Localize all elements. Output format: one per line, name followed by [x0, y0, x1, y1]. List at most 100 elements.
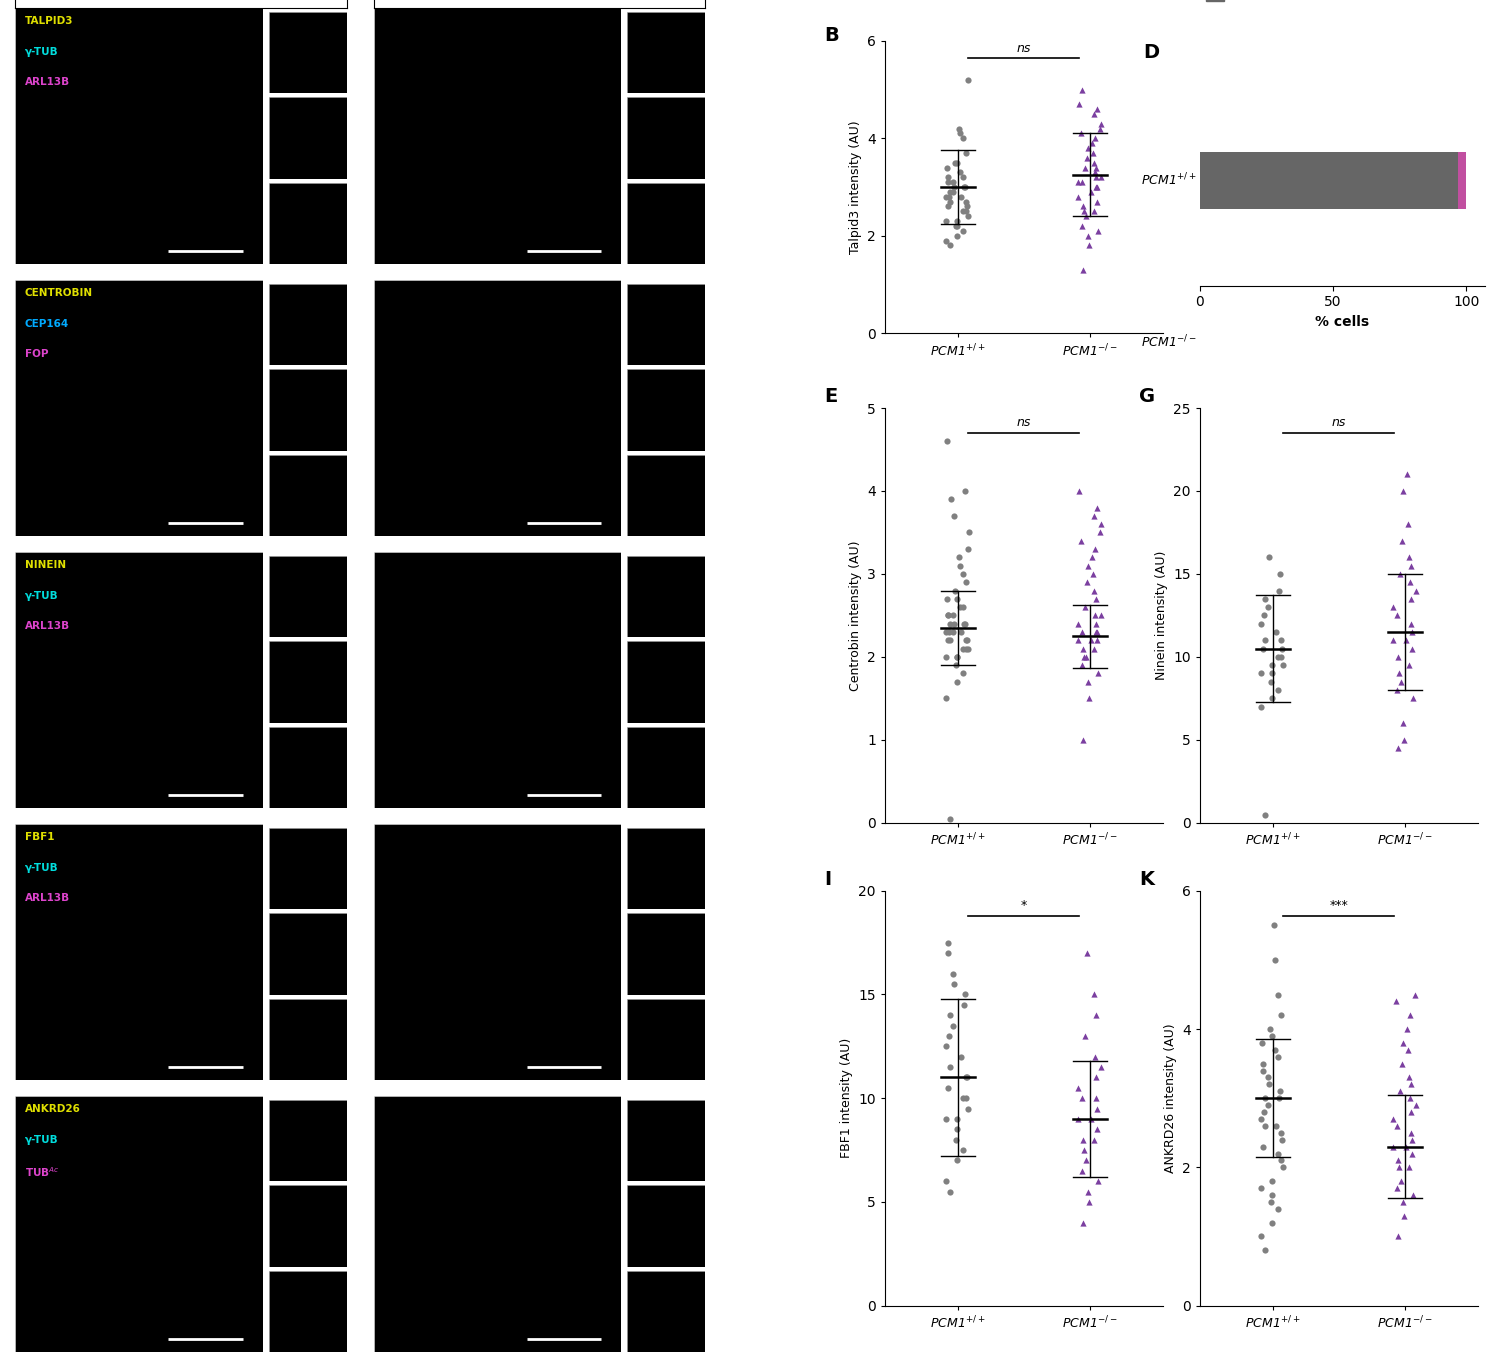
Point: [1384, 1178, 1408, 1200]
Point: [936, 171, 960, 193]
Point: [1066, 171, 1090, 193]
Point: [936, 430, 960, 452]
Point: [936, 932, 960, 953]
Point: [1389, 670, 1413, 692]
Point: [1268, 1080, 1292, 1102]
Point: [1266, 646, 1290, 668]
Point: [946, 547, 970, 568]
Point: [948, 162, 972, 184]
Point: [944, 152, 968, 174]
Point: [1390, 713, 1414, 734]
Point: [1072, 200, 1096, 222]
Point: [951, 220, 975, 242]
Point: [956, 630, 980, 651]
Point: [945, 646, 969, 668]
Text: ns: ns: [1017, 416, 1031, 428]
Point: [1084, 630, 1108, 651]
Point: [1086, 1098, 1110, 1119]
Point: [1268, 1088, 1292, 1110]
Point: [1080, 132, 1104, 154]
Point: [1390, 1191, 1414, 1213]
Point: [934, 186, 958, 208]
Point: [1070, 654, 1094, 676]
Point: [1077, 1191, 1101, 1213]
Point: [1251, 638, 1275, 660]
Point: [1083, 622, 1107, 643]
Point: [1252, 1115, 1276, 1137]
Point: [1080, 1108, 1104, 1130]
Point: [936, 604, 960, 626]
Point: [1398, 1088, 1422, 1110]
Point: [1270, 1129, 1294, 1151]
Point: [934, 688, 958, 710]
Point: [1074, 205, 1098, 227]
Point: [951, 166, 975, 188]
Point: [1398, 1156, 1422, 1178]
Text: D: D: [1143, 44, 1160, 63]
Point: [1080, 547, 1104, 568]
Point: [1072, 646, 1096, 668]
Point: [945, 670, 969, 692]
Text: ***: ***: [1329, 899, 1348, 911]
Point: [934, 1035, 958, 1057]
Text: NINEIN: NINEIN: [26, 560, 66, 570]
Point: [936, 166, 960, 188]
Point: [945, 215, 969, 237]
Point: [934, 230, 958, 252]
Point: [1250, 613, 1274, 635]
Point: [1071, 1129, 1095, 1151]
Point: [1086, 622, 1110, 643]
Point: [1252, 804, 1276, 826]
Point: [1089, 1057, 1113, 1078]
Point: [1383, 990, 1407, 1012]
Point: [1260, 1170, 1284, 1191]
Bar: [1200, 314, 1454, 371]
Point: [945, 1118, 969, 1140]
Point: [1251, 604, 1275, 626]
Point: [1250, 1225, 1274, 1247]
Point: [1395, 1019, 1419, 1040]
Point: [954, 190, 978, 212]
Point: [1386, 1115, 1410, 1137]
Point: [1257, 596, 1281, 617]
Point: [1260, 1212, 1284, 1234]
Point: [950, 1046, 974, 1068]
Point: [954, 571, 978, 593]
Text: ns: ns: [1017, 42, 1031, 56]
Point: [954, 200, 978, 222]
Point: [1083, 128, 1107, 150]
Point: [945, 211, 969, 233]
Point: [1268, 579, 1292, 601]
Point: [1074, 646, 1098, 668]
Point: [1386, 604, 1410, 626]
Point: [1088, 118, 1112, 140]
Point: [1250, 696, 1274, 718]
Point: [1264, 1115, 1288, 1137]
Text: FBF1: FBF1: [26, 832, 54, 842]
Point: [945, 1149, 969, 1171]
Point: [1250, 1108, 1274, 1130]
Point: [954, 1066, 978, 1088]
Point: [934, 622, 958, 643]
Point: [952, 480, 976, 502]
Point: [956, 196, 980, 218]
Point: [1263, 1039, 1287, 1061]
Point: [1386, 737, 1410, 759]
Point: [1252, 630, 1276, 651]
Point: [934, 211, 958, 233]
Point: [1251, 1136, 1275, 1157]
Point: [1066, 480, 1090, 502]
Point: [1072, 156, 1096, 178]
Point: [951, 638, 975, 660]
Point: [1386, 646, 1410, 668]
Y-axis label: Centrobin intensity (AU): Centrobin intensity (AU): [849, 540, 861, 691]
Point: [1080, 141, 1104, 163]
Point: [936, 186, 960, 208]
Point: [942, 505, 966, 526]
Point: [1398, 1066, 1422, 1088]
Point: [1080, 630, 1104, 651]
Point: [1401, 688, 1425, 710]
Text: ns: ns: [1332, 416, 1346, 428]
Point: [942, 963, 966, 985]
Point: [1083, 162, 1107, 184]
